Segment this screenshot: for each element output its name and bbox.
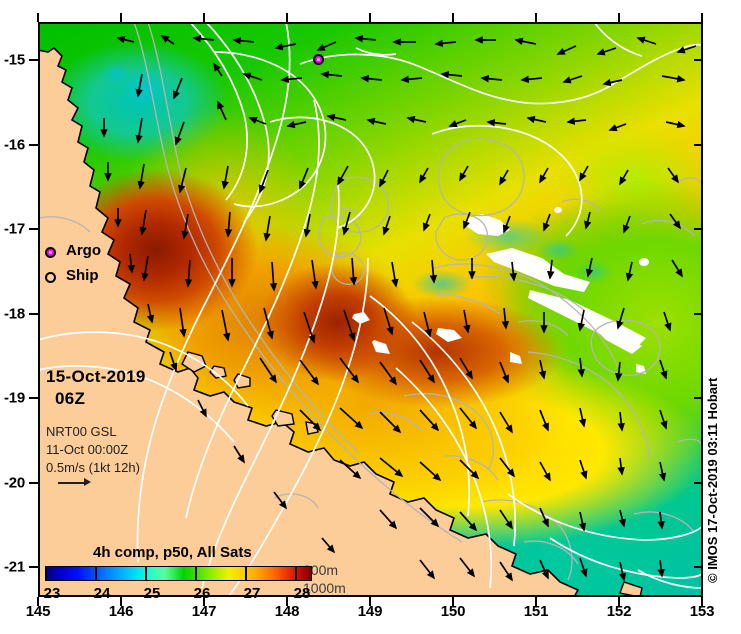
colorbar-tick-label: 23	[43, 585, 61, 602]
land-layer	[38, 46, 643, 597]
y-axis-label-21: -21	[4, 558, 26, 576]
sst-colorbar[interactable]	[45, 566, 312, 581]
y-axis-tick	[29, 482, 38, 484]
velocity-arrow-layer	[100, 34, 697, 582]
y-axis-label-18: -18	[4, 305, 26, 323]
y-axis-tick	[29, 59, 38, 61]
x-axis-tick	[701, 597, 703, 606]
x-axis-label-152: 152	[606, 603, 632, 620]
date-line-1: 15-Oct-2019	[46, 367, 146, 386]
x-axis-label-145: 145	[25, 603, 51, 620]
colorbar-tick-label: 24	[93, 585, 111, 602]
vector-scale-arrow-icon	[58, 478, 92, 487]
y-axis-tick	[29, 566, 38, 568]
y-axis-label-16: -16	[4, 136, 26, 154]
map-plot-area[interactable]: Argo Ship 15-Oct-2019 06Z NRT00 GSL 11-O…	[38, 22, 703, 597]
y-axis-tick-right	[694, 59, 703, 61]
x-axis-tick-top	[618, 13, 620, 22]
colorbar-tick	[295, 566, 297, 581]
date-line-2: 06Z	[55, 389, 86, 408]
y-axis-tick	[29, 144, 38, 146]
colorbar-title: 4h comp, p50, All Sats	[93, 544, 252, 561]
y-axis-tick-right	[694, 144, 703, 146]
x-axis-tick	[452, 597, 454, 606]
x-axis-tick	[120, 597, 122, 606]
vector-scale-label: 0.5m/s (1kt 12h)	[46, 460, 140, 475]
credit-text: © IMOS 17-Oct-2019 03:11 Hobart	[705, 377, 720, 583]
x-axis-label-147: 147	[191, 603, 217, 620]
x-axis-tick-top	[120, 13, 122, 22]
x-axis-tick	[369, 597, 371, 606]
x-axis-label-153: 153	[689, 603, 715, 620]
x-axis-tick	[535, 597, 537, 606]
x-axis-label-150: 150	[440, 603, 466, 620]
x-axis-tick-top	[369, 13, 371, 22]
y-axis-tick	[29, 228, 38, 230]
product-time: 11-Oct 00:00Z	[46, 442, 129, 457]
colorbar-tick	[195, 566, 197, 581]
y-axis-tick-right	[694, 482, 703, 484]
x-axis-tick-top	[701, 13, 703, 22]
x-axis-tick-top	[203, 13, 205, 22]
ssh-contour-layer	[38, 22, 703, 597]
x-axis-tick-top	[286, 13, 288, 22]
colorbar-tick	[95, 566, 97, 581]
y-axis-label-17: -17	[4, 220, 26, 238]
colorbar-tick-label: 26	[193, 585, 211, 602]
legend-argo-swatch	[45, 247, 56, 258]
depth-1000m-label: 1000m	[303, 580, 346, 596]
product-name: NRT00 GSL	[46, 424, 117, 439]
colorbar-tick-label: 28	[293, 585, 311, 602]
x-axis-label-149: 149	[357, 603, 383, 620]
colorbar-tick	[145, 566, 147, 581]
argo-marker[interactable]	[313, 54, 324, 65]
cloud-gap-layer	[352, 207, 649, 374]
y-axis-label-19: -19	[4, 389, 26, 407]
legend-ship-swatch	[45, 272, 56, 283]
colorbar-tick	[45, 566, 47, 581]
legend-ship-label: Ship	[66, 267, 99, 284]
x-axis-tick	[37, 597, 39, 606]
colorbar-tick-label: 27	[243, 585, 261, 602]
x-axis-label-151: 151	[523, 603, 549, 620]
colorbar-tick	[245, 566, 247, 581]
y-axis-tick-right	[694, 566, 703, 568]
x-axis-tick-top	[452, 13, 454, 22]
colorbar-tick-label: 25	[143, 585, 161, 602]
x-axis-tick	[618, 597, 620, 606]
legend-argo-label: Argo	[66, 242, 101, 259]
x-axis-label-148: 148	[274, 603, 300, 620]
x-axis-tick-top	[535, 13, 537, 22]
y-axis-tick-right	[694, 397, 703, 399]
y-axis-label-15: -15	[4, 51, 26, 69]
y-axis-tick-right	[694, 228, 703, 230]
y-axis-label-20: -20	[4, 474, 26, 492]
x-axis-tick	[203, 597, 205, 606]
x-axis-label-146: 146	[108, 603, 134, 620]
bathymetry-contour-layer	[38, 22, 703, 581]
y-axis-tick-right	[694, 313, 703, 315]
y-axis-tick	[29, 397, 38, 399]
y-axis-tick	[29, 313, 38, 315]
x-axis-tick-top	[37, 13, 39, 22]
x-axis-tick	[286, 597, 288, 606]
